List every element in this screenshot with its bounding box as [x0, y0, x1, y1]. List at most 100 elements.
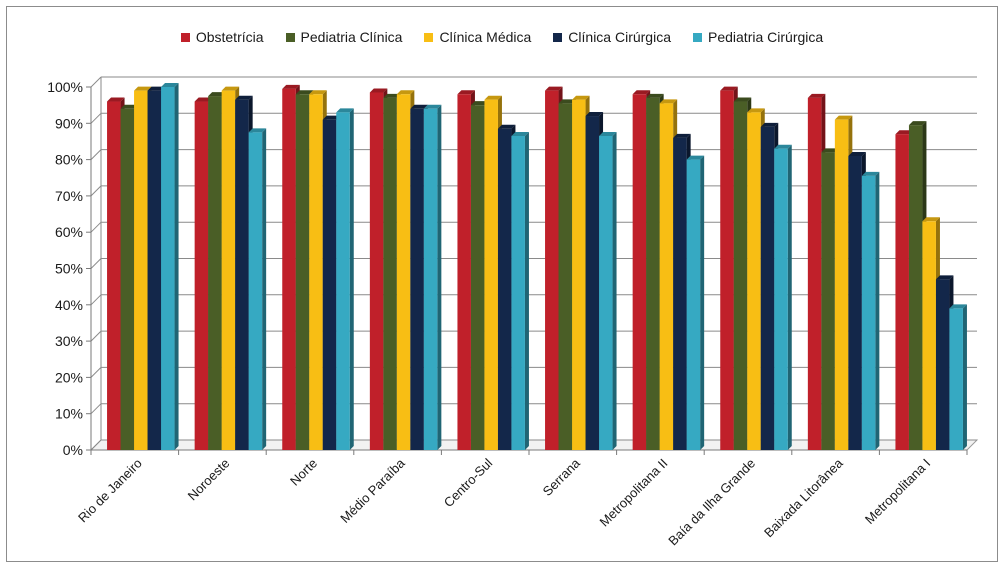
gridline-side	[90, 439, 102, 451]
x-tick-label: Baixada Litorânea	[761, 455, 846, 540]
bar-side	[700, 155, 705, 450]
bar-top	[134, 86, 152, 91]
bar-top	[686, 155, 705, 160]
y-tick-label: 80%	[55, 152, 83, 168]
legend-item: Obstetrícia	[180, 29, 264, 45]
bar-side	[612, 132, 617, 450]
legend-label: Clínica Cirúrgica	[568, 29, 671, 45]
bar-top	[834, 115, 853, 120]
y-tick-label: 100%	[47, 79, 83, 95]
bar-front	[497, 128, 512, 450]
legend-swatch	[424, 32, 434, 42]
bar-front	[834, 119, 849, 451]
bar-front	[120, 108, 135, 450]
bar-front	[632, 94, 647, 450]
bar-front	[161, 87, 175, 450]
bar-front	[134, 90, 148, 450]
legend-label: Clínica Médica	[439, 29, 532, 45]
bar-front	[558, 103, 573, 451]
x-tick-label: Baía da Ilha Grande	[665, 456, 758, 549]
bar-front	[659, 103, 674, 451]
bar-top	[807, 93, 826, 98]
y-tick-label: 40%	[55, 297, 83, 313]
legend-item: Clínica Médica	[424, 29, 531, 45]
bar-top	[774, 144, 792, 149]
bar-top	[949, 304, 967, 309]
bar-front	[396, 94, 411, 450]
bar-top	[208, 92, 226, 97]
bar-top	[760, 122, 779, 127]
bar-top	[821, 148, 839, 153]
bar-front	[194, 101, 209, 451]
bar-front	[295, 94, 310, 450]
legend-item: Pediatria Clínica	[285, 29, 403, 45]
bar-front	[922, 221, 936, 450]
bar-front	[760, 126, 775, 451]
bar-front	[720, 90, 734, 450]
bar-top	[599, 132, 617, 137]
bar-front	[686, 159, 701, 450]
bar	[599, 132, 617, 450]
bar	[423, 104, 442, 450]
bar-top	[248, 128, 267, 133]
bar-top	[194, 97, 213, 102]
bar-front	[511, 136, 525, 450]
x-tick-label: Metropolitana I	[862, 456, 933, 527]
bar-front	[646, 97, 660, 450]
x-tick-label: Noroeste	[185, 456, 233, 504]
x-tick-label: Médio Paraíba	[337, 455, 408, 526]
bar-top	[747, 108, 765, 113]
bar-top	[922, 217, 940, 222]
bar	[336, 108, 354, 450]
bar-top	[107, 97, 125, 102]
bar-front	[423, 108, 438, 450]
bar-front	[383, 97, 397, 450]
bar	[949, 304, 967, 450]
bar-front	[572, 99, 586, 450]
bar-top	[120, 104, 139, 109]
bar-front	[935, 279, 950, 450]
bar-top	[235, 95, 253, 100]
bar-front	[484, 99, 498, 450]
bar-top	[511, 132, 529, 137]
legend-item: Clínica Cirúrgica	[553, 29, 671, 45]
bar-side	[174, 83, 179, 450]
x-tick-label: Rio de Janeiro	[75, 456, 145, 526]
gridline-side	[90, 185, 102, 197]
x-tick-label: Metropolitana II	[597, 456, 671, 530]
legend-label: Pediatria Clínica	[300, 29, 403, 45]
bar-front	[322, 119, 337, 451]
bar-top	[484, 95, 502, 100]
bar-chart: 0% 10% 20% 30% 40% 50% 60% 70% 80% 90% 100% Rio de …	[47, 76, 979, 549]
bar-front	[147, 90, 162, 450]
bar-top	[572, 95, 590, 100]
legend-swatch	[553, 32, 563, 42]
bar-front	[747, 112, 761, 450]
x-tick-label: Centro-Sul	[441, 455, 496, 510]
y-tick-label: 30%	[55, 333, 83, 349]
bar-front	[908, 125, 923, 451]
gridline-side	[90, 294, 102, 306]
bar	[511, 132, 529, 450]
bar-top	[147, 86, 166, 91]
bar-front	[733, 101, 748, 451]
gridline-side	[90, 76, 102, 88]
bar-top	[497, 124, 516, 129]
y-tick-label: 70%	[55, 188, 83, 204]
legend: Obstetrícia Pediatria Clínica Clínica Médi…	[7, 29, 997, 45]
legend-swatch	[285, 32, 295, 42]
bar-side	[349, 108, 354, 450]
y-tick-label: 60%	[55, 224, 83, 240]
bar-top	[720, 86, 738, 91]
bar-top	[322, 115, 341, 120]
y-tick-label: 50%	[55, 261, 83, 277]
bar-side	[524, 132, 529, 450]
bar-top	[396, 90, 415, 95]
bar-side	[262, 128, 267, 450]
bar-top	[659, 99, 678, 104]
bar-top	[895, 130, 913, 135]
bar-front	[369, 92, 384, 450]
bar-top	[632, 90, 651, 95]
bar-top	[457, 90, 475, 95]
legend-label: Obstetrícia	[195, 29, 264, 45]
